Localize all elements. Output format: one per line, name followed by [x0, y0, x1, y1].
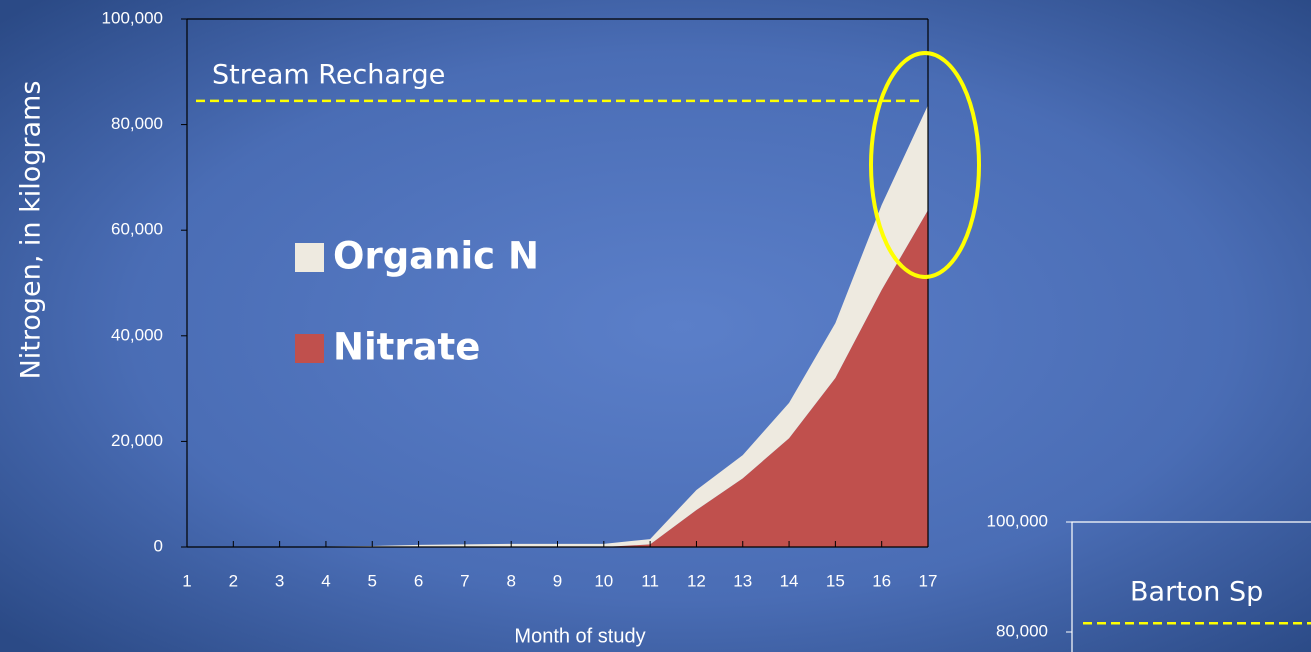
- x-tick-label: 16: [872, 571, 891, 590]
- x-tick-label: 1: [182, 571, 191, 590]
- x-tick-label: 5: [368, 571, 377, 590]
- legend-swatch: [295, 334, 324, 363]
- y-tick-label: 80,000: [111, 114, 163, 133]
- y-tick-label: 20,000: [111, 431, 163, 450]
- legend-swatch: [295, 243, 324, 272]
- legend-label: Nitrate: [333, 326, 480, 369]
- x-tick-label: 10: [594, 571, 613, 590]
- y-tick-label: 60,000: [111, 220, 163, 239]
- reference-label: Barton Sp: [1130, 577, 1263, 608]
- x-tick-label: 15: [826, 571, 845, 590]
- x-tick-label: 9: [553, 571, 562, 590]
- x-tick-label: 6: [414, 571, 423, 590]
- y-axis-title: Nitrogen, in kilograms: [16, 81, 47, 380]
- y-tick-label: 40,000: [111, 325, 163, 344]
- x-tick-label: 4: [321, 571, 330, 590]
- legend-label: Organic N: [333, 235, 539, 278]
- y-tick-label: 0: [154, 536, 163, 555]
- x-axis-title: Month of study: [514, 625, 645, 647]
- x-tick-label: 8: [506, 571, 515, 590]
- x-tick-label: 13: [733, 571, 752, 590]
- y-tick-label: 100,000: [987, 511, 1048, 530]
- x-tick-label: 14: [780, 571, 799, 590]
- x-tick-label: 3: [275, 571, 284, 590]
- highlight-ellipse: [869, 51, 981, 279]
- reference-label: Stream Recharge: [212, 59, 445, 90]
- x-tick-label: 12: [687, 571, 706, 590]
- area: [187, 210, 928, 548]
- x-tick-label: 2: [229, 571, 238, 590]
- x-tick-label: 17: [919, 571, 938, 590]
- y-tick-label: 100,000: [102, 8, 163, 27]
- y-tick-label: 80,000: [996, 621, 1048, 640]
- x-tick-label: 7: [460, 571, 469, 590]
- x-tick-label: 11: [641, 571, 659, 590]
